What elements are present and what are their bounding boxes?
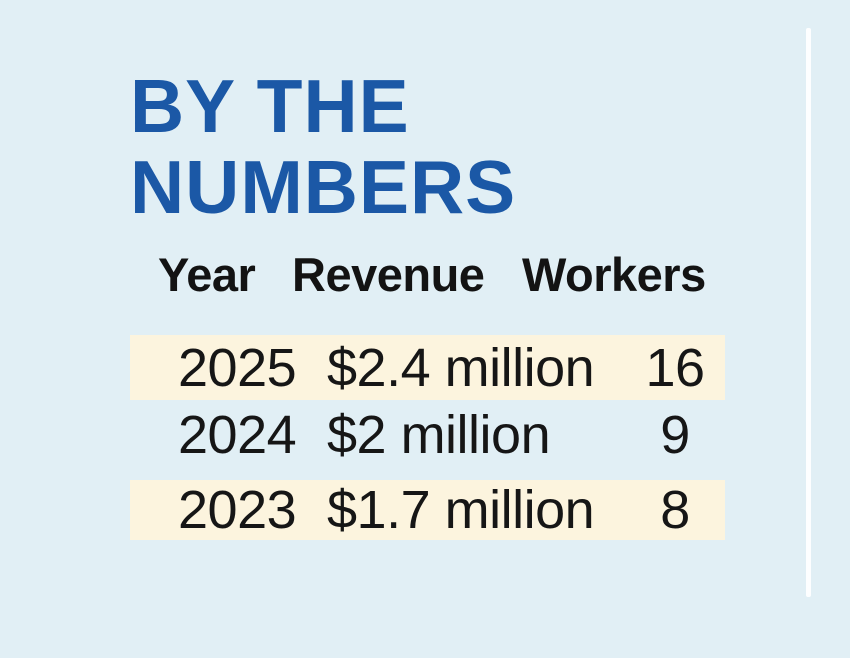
page-title-line1: BY THE <box>130 64 410 148</box>
page-title-line2: NUMBERS <box>130 145 517 229</box>
table-row: 2025 $2.4 million 16 <box>130 335 725 400</box>
workers-cell: 9 <box>660 405 690 465</box>
workers-cell: 8 <box>660 480 690 540</box>
table-row: 2023 $1.7 million 8 <box>130 480 725 540</box>
year-cell: 2025 <box>178 337 297 398</box>
revenue-cell: $2 million <box>327 405 551 465</box>
column-header-revenue: Revenue <box>292 248 485 301</box>
revenue-cell: $1.7 million <box>327 480 595 540</box>
year-cell: 2024 <box>178 405 297 465</box>
table-row: 2024 $2 million 9 <box>130 400 725 470</box>
page-title: BY THE NUMBERS <box>130 66 516 228</box>
column-header-year: Year <box>158 248 256 301</box>
workers-cell: 16 <box>645 337 705 398</box>
vertical-divider <box>806 28 811 597</box>
revenue-cell: $2.4 million <box>327 337 595 398</box>
column-header-workers: Workers <box>522 248 706 301</box>
year-cell: 2023 <box>178 480 297 540</box>
